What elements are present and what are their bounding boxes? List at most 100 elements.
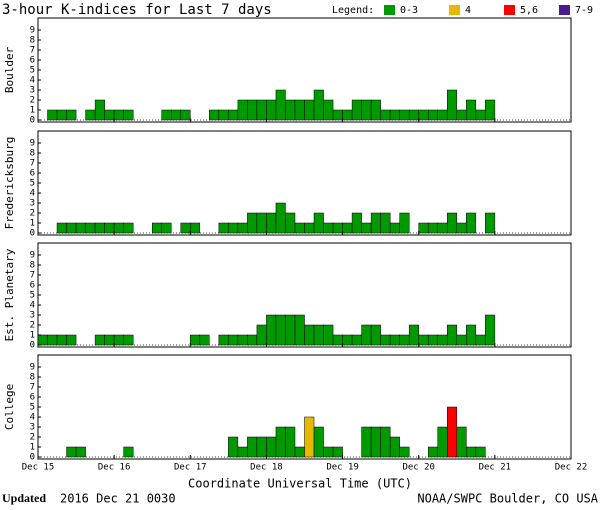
k-bar (447, 212, 458, 234)
k-bar (304, 222, 315, 234)
k-bar (218, 334, 229, 346)
k-bar (256, 324, 267, 346)
y-tick-label: 4 (30, 76, 35, 86)
y-tick-label: 8 (30, 149, 35, 159)
x-tick-label: Dec 21 (479, 463, 512, 473)
k-bar (247, 436, 258, 458)
k-bar (418, 109, 429, 121)
k-bar (380, 334, 391, 346)
k-bar (75, 222, 86, 234)
k-bar (294, 222, 305, 234)
y-tick-label: 0 (30, 229, 35, 239)
k-bar (418, 222, 429, 234)
k-bar (466, 324, 477, 346)
y-tick-label: 7 (30, 271, 35, 281)
y-tick-label: 3 (30, 423, 35, 433)
k-bar (456, 222, 467, 234)
k-bar (113, 109, 124, 121)
legend-label: 5,6 (520, 5, 538, 16)
y-tick-label: 7 (30, 383, 35, 393)
y-tick-label: 6 (30, 281, 35, 291)
y-tick-label: 1 (30, 443, 35, 453)
k-bar (66, 222, 77, 234)
k-bar (475, 446, 486, 458)
k-bar (485, 99, 496, 121)
k-bar (351, 99, 362, 121)
k-bar (285, 99, 296, 121)
k-bar (456, 109, 467, 121)
k-bar (399, 212, 410, 234)
k-bar (313, 324, 324, 346)
k-bar (361, 99, 372, 121)
k-bar (247, 99, 258, 121)
y-tick-label: 5 (30, 291, 35, 301)
k-bar (399, 109, 410, 121)
k-bar (256, 99, 267, 121)
legend-label: 0-3 (400, 5, 418, 16)
legend-label: 7-9 (575, 5, 593, 16)
k-bar (266, 436, 277, 458)
k-bar (247, 212, 258, 234)
k-bar (332, 222, 343, 234)
k-bar (323, 324, 334, 346)
k-bar (323, 99, 334, 121)
credit: NOAA/SWPC Boulder, CO USA (417, 492, 598, 506)
k-bar (218, 222, 229, 234)
k-bar (370, 99, 381, 121)
k-bar (380, 212, 391, 234)
k-bar (237, 446, 248, 458)
k-bar (237, 99, 248, 121)
x-tick-label: Dec 17 (174, 463, 207, 473)
panel-label: Fredericksburg (3, 137, 16, 230)
y-tick-label: 9 (30, 363, 35, 373)
k-bar (285, 426, 296, 458)
k-bar (466, 212, 477, 234)
y-tick-label: 5 (30, 66, 35, 76)
k-bar (437, 109, 448, 121)
k-bar (427, 222, 439, 234)
k-bar (94, 334, 105, 346)
k-bar (66, 446, 77, 458)
k-bar (285, 212, 296, 234)
k-bar (323, 446, 334, 458)
y-tick-label: 1 (30, 219, 35, 229)
k-bar (323, 222, 334, 234)
y-tick-label: 6 (30, 169, 35, 179)
panel-label: Boulder (3, 46, 16, 93)
k-bar (332, 334, 343, 346)
y-tick-label: 0 (30, 116, 35, 126)
k-bar (332, 109, 343, 121)
k-bar (370, 212, 381, 234)
k-bar (56, 334, 67, 346)
k-bar (408, 324, 419, 346)
x-tick-label: Dec 22 (555, 463, 588, 473)
k-bar (285, 314, 296, 346)
k-bar (485, 212, 496, 234)
y-tick-label: 4 (30, 189, 35, 199)
k-bar (275, 426, 286, 458)
k-bar (399, 334, 410, 346)
k-bar (351, 212, 362, 234)
k-bar (171, 109, 182, 121)
k-bar (437, 222, 448, 234)
y-tick-label: 6 (30, 56, 35, 66)
k-bar (370, 426, 381, 458)
y-tick-label: 8 (30, 36, 35, 46)
k-bar (475, 334, 486, 346)
k-bar (275, 314, 286, 346)
k-bar (389, 109, 400, 121)
panel-label: Est. Planetary (3, 248, 16, 341)
k-bar (75, 446, 86, 458)
panel-label: College (3, 384, 16, 430)
k-bar (228, 334, 239, 346)
k-bar (94, 222, 105, 234)
y-tick-label: 6 (30, 393, 35, 403)
legend-swatch (559, 5, 570, 15)
y-tick-label: 9 (30, 139, 35, 149)
k-bar (47, 334, 58, 346)
k-bar (427, 334, 439, 346)
k-bar (361, 324, 372, 346)
k-bar (313, 89, 324, 121)
x-tick-label: Dec 16 (98, 463, 131, 473)
